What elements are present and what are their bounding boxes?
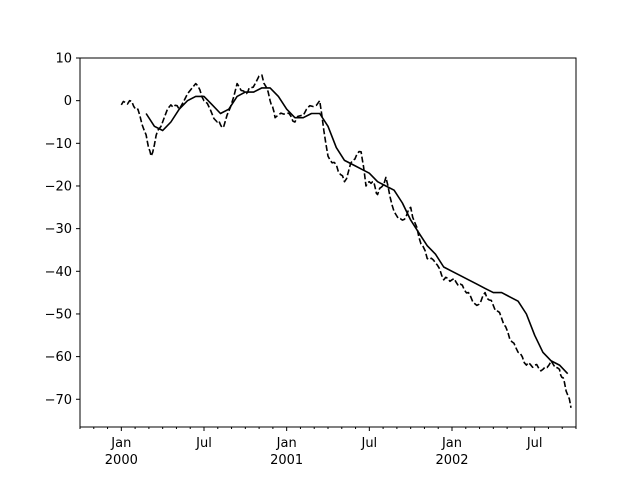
daily-series-line (120, 74, 572, 408)
x-tick-label: Jul (526, 436, 543, 451)
x-tick-year-label: 2000 (105, 453, 138, 468)
x-axis: Jan 2000 Jul Jan 2001 Jul Jan 2002 Jul (79, 427, 577, 468)
y-tick-label: 0 (64, 94, 72, 109)
y-tick-label: 10 (55, 52, 72, 67)
x-tick-label: Jul (195, 436, 212, 451)
y-tick-label: −30 (45, 222, 72, 237)
y-tick-label: −70 (45, 393, 72, 408)
rolling-mean-line (145, 87, 569, 375)
x-tick-year-label: 2001 (270, 453, 303, 468)
y-tick-label: −60 (45, 350, 72, 365)
x-tick-label: Jan (276, 436, 297, 451)
y-tick-label: −40 (45, 265, 72, 280)
y-axis: 10 0 −10 −20 −30 −40 −50 −60 −70 (45, 52, 80, 408)
series-layer (120, 74, 572, 408)
x-tick-year-label: 2002 (435, 453, 468, 468)
x-tick-label: Jan (110, 436, 131, 451)
y-tick-label: −20 (45, 179, 72, 194)
y-tick-label: −10 (45, 137, 72, 152)
x-tick-label: Jan (441, 436, 462, 451)
x-tick-label: Jul (360, 436, 377, 451)
y-tick-label: −50 (45, 307, 72, 322)
